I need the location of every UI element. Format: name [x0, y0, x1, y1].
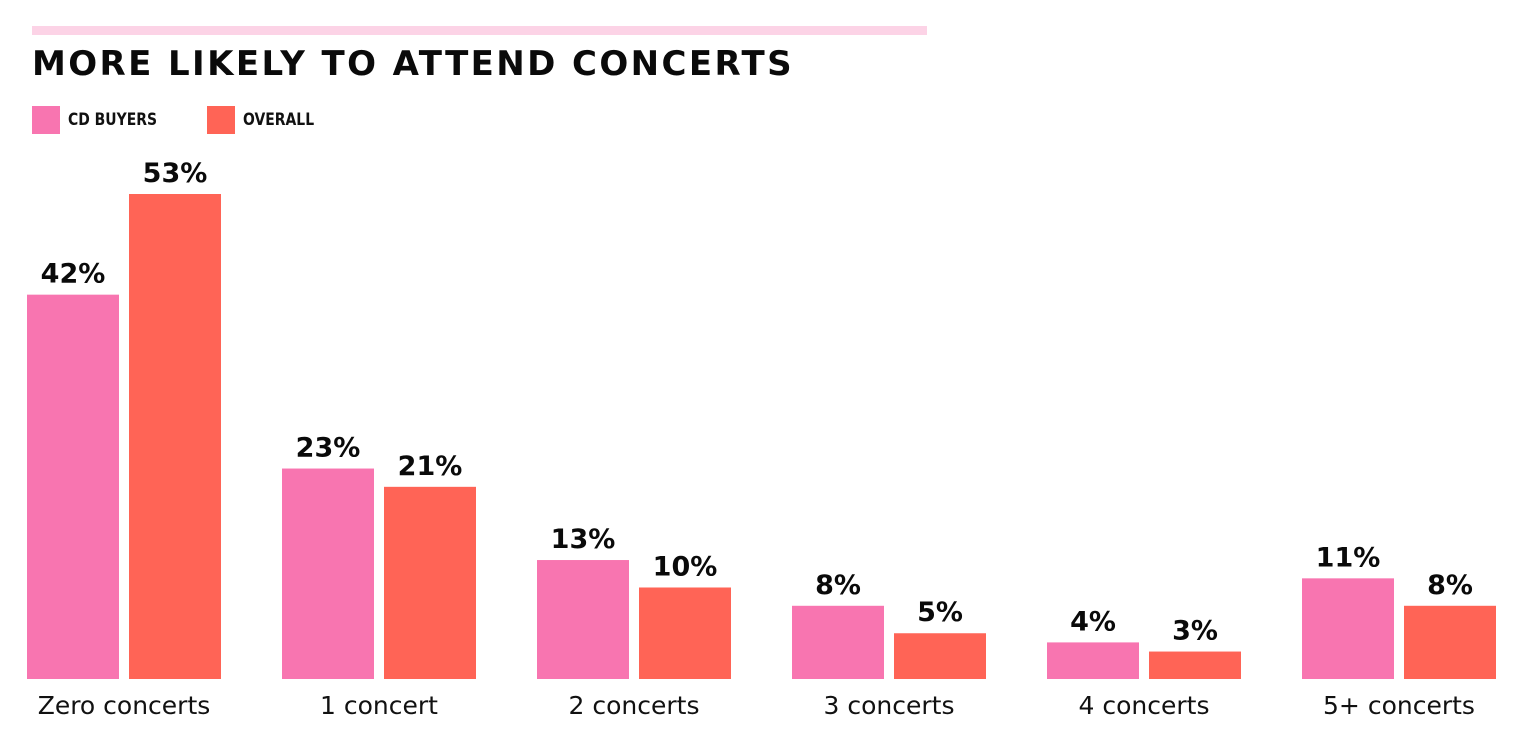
bar-cd-buyers-zero-concerts — [27, 294, 119, 679]
bar-group-3-concerts: 8% 5% 3 concerts — [792, 570, 986, 720]
bar-group-4-concerts: 4% 3% 4 concerts — [1047, 606, 1241, 720]
value-label-overall-3-concerts: 5% — [917, 597, 963, 628]
legend-label-cd-buyers: CD BUYERS — [68, 110, 157, 130]
bar-overall-5-concerts — [1404, 605, 1496, 679]
value-label-overall-1-concert: 21% — [398, 451, 463, 482]
legend-item-overall: OVERALL — [206, 106, 330, 134]
category-label-1-concert: 1 concert — [320, 691, 438, 720]
bar-overall-4-concerts — [1149, 651, 1241, 679]
value-label-cd-buyers-3-concerts: 8% — [815, 570, 861, 601]
legend-label-overall: OVERALL — [242, 110, 314, 130]
value-label-cd-buyers-4-concerts: 4% — [1070, 606, 1116, 637]
category-label-zero-concerts: Zero concerts — [38, 691, 211, 720]
legend-swatch-cd-buyers — [32, 106, 60, 134]
bar-group-5-concerts: 11% 8% 5+ concerts — [1302, 542, 1496, 720]
category-label-4-concerts: 4 concerts — [1079, 691, 1210, 720]
value-label-overall-zero-concerts: 53% — [143, 158, 208, 189]
bar-overall-2-concerts — [639, 587, 731, 679]
value-label-cd-buyers-1-concert: 23% — [296, 433, 361, 464]
chart-title: MORE LIKELY TO ATTEND CONCERTS — [32, 44, 795, 84]
bar-overall-1-concert — [384, 486, 476, 679]
bar-overall-zero-concerts — [129, 194, 221, 679]
bar-group-zero-concerts: 42% 53% Zero concerts — [27, 158, 221, 720]
bar-group-2-concerts: 13% 10% 2 concerts — [537, 524, 731, 720]
value-label-cd-buyers-5-concerts: 11% — [1316, 542, 1381, 573]
bar-overall-3-concerts — [894, 633, 986, 679]
legend-item-cd-buyers: CD BUYERS — [32, 106, 177, 134]
value-label-overall-2-concerts: 10% — [653, 551, 718, 582]
bar-cd-buyers-3-concerts — [792, 605, 884, 679]
title-accent-bar — [32, 26, 927, 35]
value-label-cd-buyers-2-concerts: 13% — [551, 524, 616, 555]
value-label-overall-5-concerts: 8% — [1427, 570, 1473, 601]
bar-group-1-concert: 23% 21% 1 concert — [282, 433, 476, 720]
bar-cd-buyers-2-concerts — [537, 560, 629, 679]
category-label-3-concerts: 3 concerts — [824, 691, 955, 720]
value-label-cd-buyers-zero-concerts: 42% — [41, 259, 106, 290]
bar-cd-buyers-1-concert — [282, 468, 374, 679]
bar-cd-buyers-5-concerts — [1302, 578, 1394, 679]
category-label-2-concerts: 2 concerts — [569, 691, 700, 720]
value-label-overall-4-concerts: 3% — [1172, 616, 1218, 647]
legend-swatch-overall — [206, 106, 235, 134]
category-label-5-concerts: 5+ concerts — [1323, 691, 1475, 720]
legend: CD BUYERS OVERALL — [32, 106, 359, 134]
bar-cd-buyers-4-concerts — [1047, 642, 1139, 679]
